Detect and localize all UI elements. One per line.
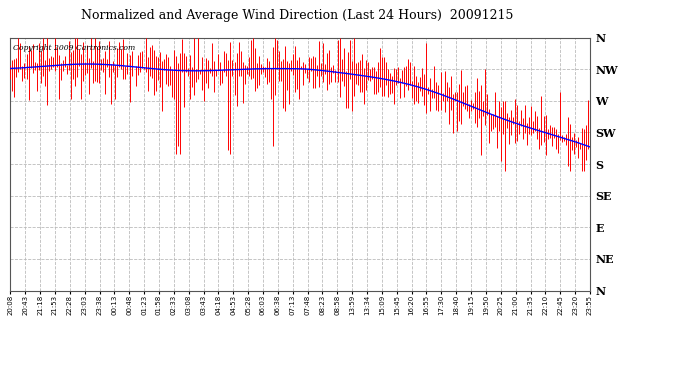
Text: Normalized and Average Wind Direction (Last 24 Hours)  20091215: Normalized and Average Wind Direction (L… bbox=[81, 9, 513, 22]
Text: Copyright 2009 Cartronics.com: Copyright 2009 Cartronics.com bbox=[13, 44, 135, 52]
